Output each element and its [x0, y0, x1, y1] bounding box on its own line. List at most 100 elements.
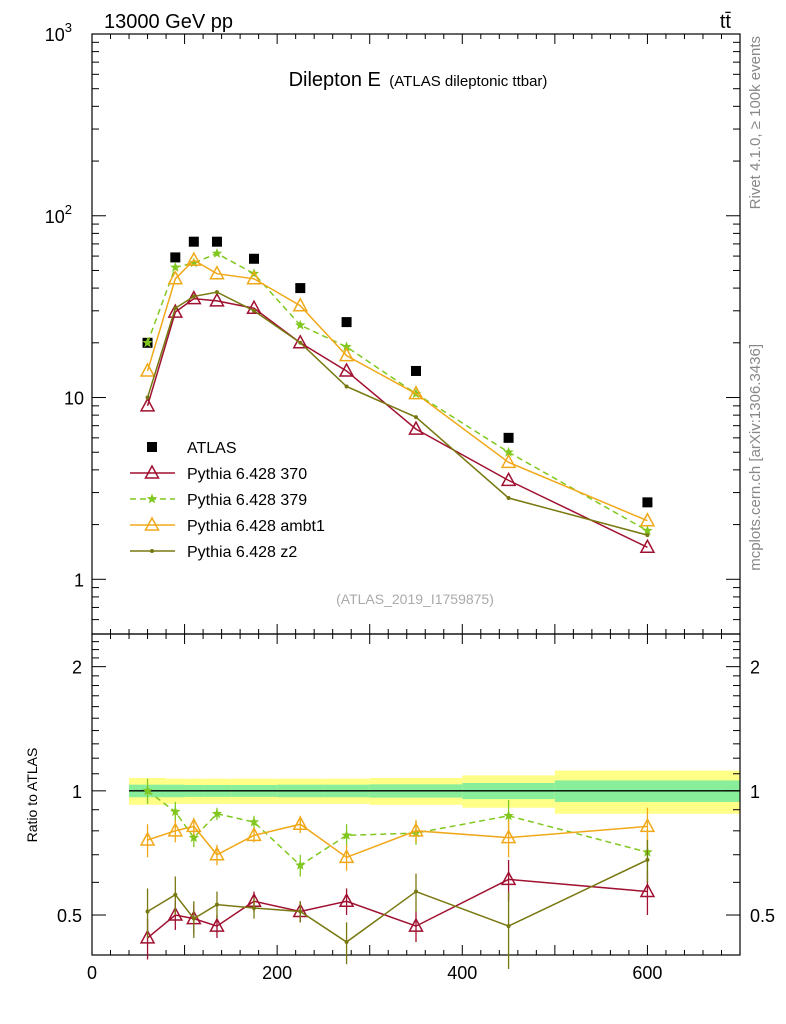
x-tick-label: 200 [262, 963, 292, 983]
main-data-point [188, 236, 199, 247]
ratio-data-point [173, 892, 178, 897]
legend-label: ATLAS [187, 440, 237, 457]
ratio-data-point [500, 870, 517, 886]
main-data-point [341, 317, 352, 328]
ratio-series-0 [139, 859, 656, 960]
main-data-point [145, 395, 150, 400]
y-tick-label: 102 [45, 202, 72, 227]
main-data-point [642, 497, 653, 508]
main-data-point [139, 397, 156, 412]
ratio-data-point [211, 808, 223, 819]
ratio-y-tick-label: 0.5 [57, 906, 82, 926]
main-data-point [170, 261, 181, 272]
main-data-point [408, 385, 424, 400]
ratio-data-point [408, 917, 424, 932]
y-tick-exp: 3 [65, 20, 72, 35]
ratio-data-point [191, 916, 196, 921]
ratio-data-point [338, 892, 355, 907]
main-series-line [146, 259, 648, 522]
watermark: (ATLAS_2019_I1759875) [336, 591, 494, 607]
ratio-series-3 [145, 840, 650, 969]
main-data-point [246, 299, 262, 314]
main-data-point [173, 306, 178, 311]
legend-marker [144, 516, 160, 531]
ratio-series [139, 778, 656, 969]
ratio-data-point [139, 831, 156, 846]
main-data-point [298, 340, 303, 345]
main-title-text: Dilepton E [289, 69, 381, 91]
ratio-series-line [147, 878, 648, 939]
main-data-point [411, 365, 421, 376]
main-data-point [249, 253, 259, 264]
legend-marker [150, 549, 154, 553]
side-label-rivet: Rivet 4.1.0, ≥ 100k events [747, 36, 764, 209]
ratio-data-point [344, 940, 349, 945]
main-subtitle-text: (ATLAS dileptonic ttbar) [389, 73, 547, 90]
x-tick-label: 600 [632, 963, 662, 983]
ratio-ylabel: Ratio to ATLAS [24, 748, 40, 843]
main-data-point [211, 248, 223, 258]
ratio-data-point [639, 882, 656, 898]
main-data-point [167, 303, 184, 318]
legend-marker [146, 493, 158, 504]
ratio-data-point [248, 816, 260, 827]
ratio-data-point [295, 859, 306, 870]
main-data-point [408, 420, 424, 435]
ratio-data-point [186, 817, 202, 833]
main-data-point [191, 294, 196, 299]
main-series-line [146, 252, 648, 532]
main-series-line [146, 297, 648, 548]
main-data-point [295, 319, 306, 330]
main-series-4 [145, 290, 650, 538]
y-tick-label: 103 [45, 20, 72, 45]
ratio-data-point [252, 905, 256, 910]
ratio-data-point [139, 929, 156, 944]
ratio-data-point [246, 826, 262, 842]
main-data-point [292, 334, 309, 349]
ratio-data-point [292, 815, 309, 830]
y-tick-exp: 2 [65, 202, 72, 217]
y-tick-label: 10 [64, 389, 84, 409]
main-data-point [295, 283, 306, 294]
main-data-point [639, 512, 656, 527]
main-data-point [142, 337, 153, 348]
ratio-data-point [209, 917, 225, 932]
ratio-panel [129, 770, 740, 814]
ratio-data-point [500, 829, 517, 844]
main-data-point [503, 432, 514, 443]
header-energy: 13000 GeV pp [104, 11, 233, 33]
main-data-point [170, 252, 181, 263]
main-data-point [139, 362, 156, 377]
legend-marker [147, 442, 157, 452]
ratio-data-point [338, 848, 355, 864]
main-data-point [414, 415, 418, 420]
y-tick-base: 10 [45, 25, 65, 45]
main-data-point [344, 384, 349, 389]
ratio-data-point [645, 857, 650, 862]
ratio-data-point [503, 810, 514, 821]
legend: ATLAS Pythia 6.428 370 Pythia 6.428 379 Pyt… [130, 440, 325, 561]
ratio-data-point [341, 829, 352, 840]
ratio-y-tick-label: 2 [72, 658, 82, 678]
main-data-point [338, 362, 355, 377]
main-data-point [645, 533, 650, 538]
legend-label: Pythia 6.428 370 [187, 466, 307, 483]
ratio-data-point [414, 889, 418, 894]
ratio-y-tick-label-right: 2 [750, 658, 760, 678]
main-data-point [338, 347, 355, 362]
main-data-point [209, 292, 225, 307]
header-process: tt̄ [720, 11, 732, 33]
ratio-data-point [142, 785, 153, 796]
ratio-data-point [639, 817, 656, 833]
main-series-3 [139, 251, 656, 527]
ratio-data-point [167, 822, 184, 837]
main-data-point [642, 525, 653, 536]
main-data-point [252, 308, 256, 313]
ratio-data-point [188, 832, 200, 843]
ratio-series-2 [139, 807, 656, 871]
legend-marker [144, 464, 160, 479]
main-data-point [214, 290, 219, 295]
legend-label: Pythia 6.428 379 [187, 492, 307, 509]
